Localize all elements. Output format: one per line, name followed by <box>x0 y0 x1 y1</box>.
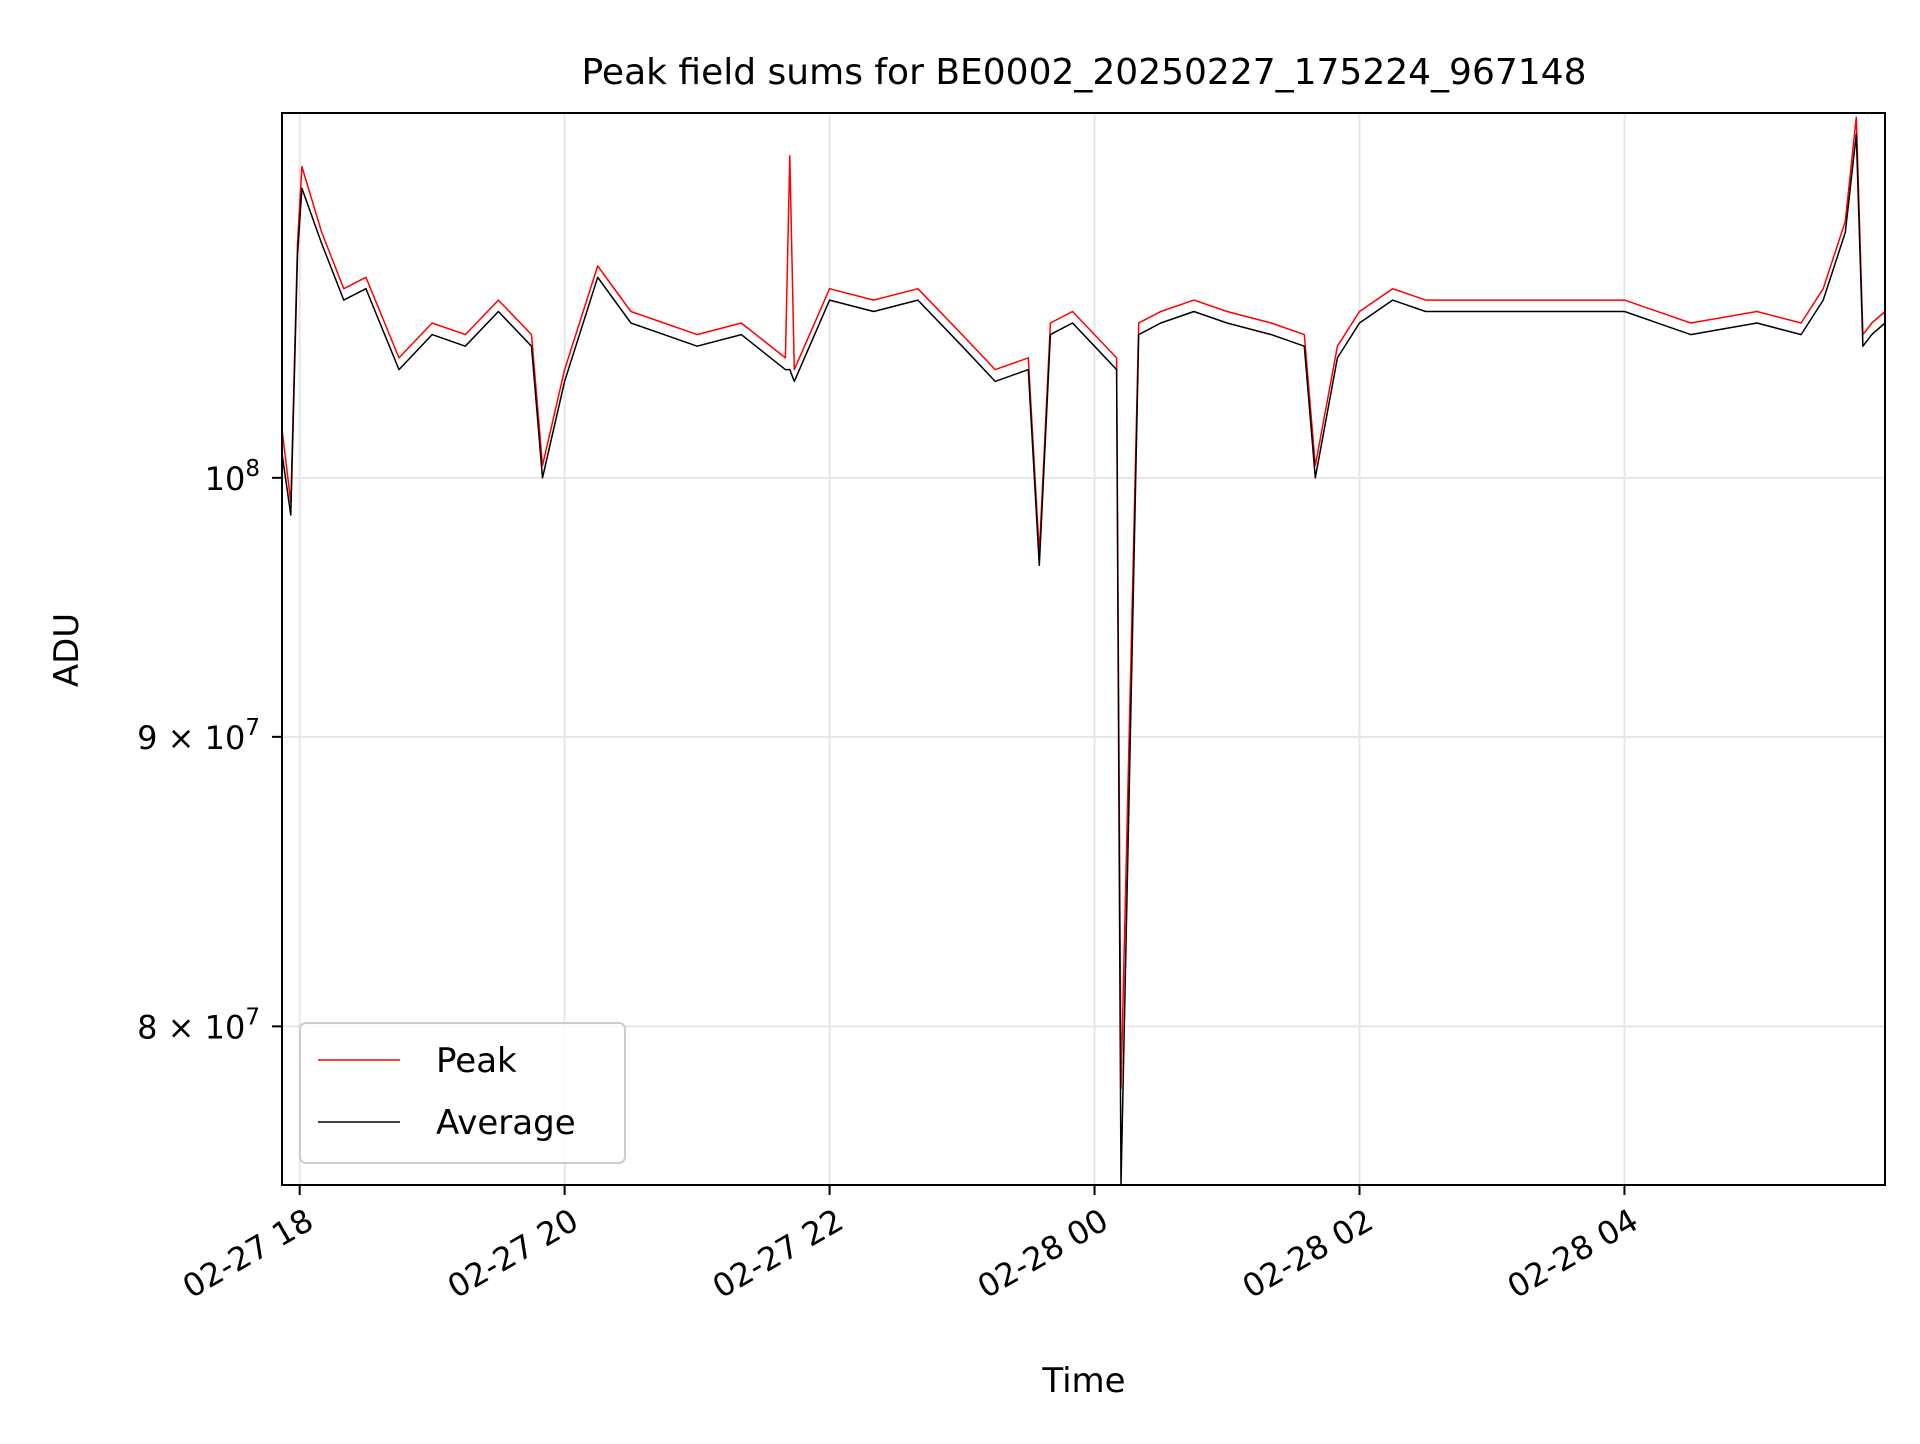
y-tick-label: 8 × 107 <box>137 1004 260 1046</box>
y-tick-mantissa: 8 × <box>137 1008 205 1046</box>
y-tick-label: 9 × 107 <box>137 715 260 757</box>
y-tick-exponent: 8 <box>245 456 260 482</box>
y-tick-exponent: 7 <box>245 1004 260 1030</box>
y-tick-label: 108 <box>205 456 260 498</box>
y-tick-base: 10 <box>205 460 246 498</box>
legend-frame <box>299 1022 626 1164</box>
y-tick-exponent: 7 <box>245 715 260 741</box>
series-line-average <box>281 133 1886 1186</box>
legend: Peak Average <box>299 1022 626 1164</box>
plot-area <box>281 116 1886 1186</box>
y-tick-mantissa: 9 × <box>137 719 205 757</box>
x-axis-label: Time <box>1041 1361 1125 1401</box>
y-tick-base: 10 <box>205 719 246 757</box>
legend-label-peak: Peak <box>436 1041 517 1081</box>
y-axis-label: ADU <box>47 613 87 687</box>
legend-label-average: Average <box>436 1103 576 1143</box>
chart-title: Peak field sums for BE0002_20250227_1752… <box>582 52 1587 93</box>
y-tick-base: 10 <box>205 1008 246 1046</box>
axes-frame <box>281 112 1886 1186</box>
